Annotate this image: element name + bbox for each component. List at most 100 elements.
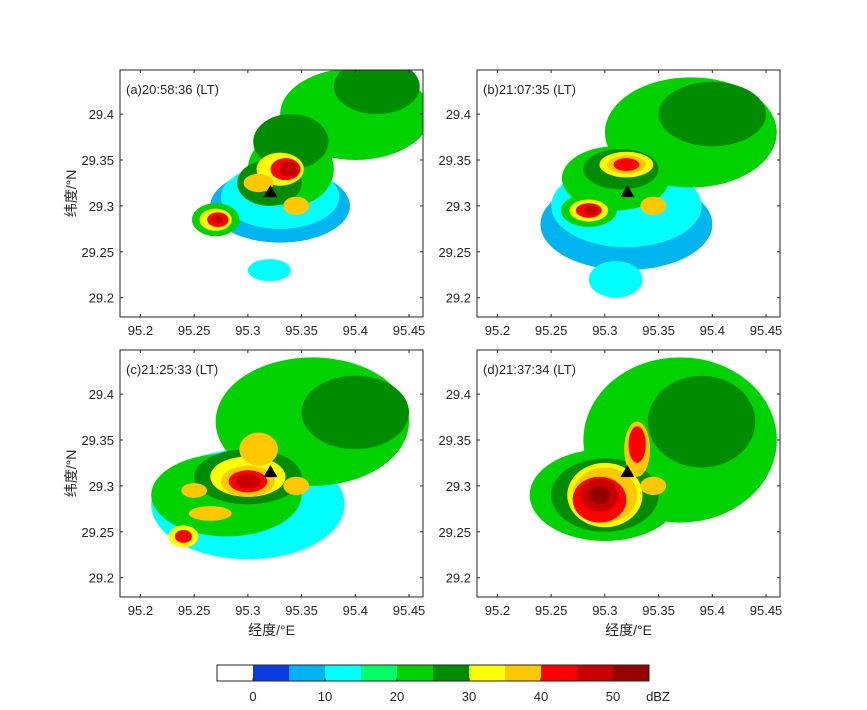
y-tick-label: 29.35 bbox=[81, 433, 114, 448]
echo-cell bbox=[640, 196, 667, 216]
echo-cell bbox=[239, 432, 278, 466]
echo-layer bbox=[529, 357, 777, 541]
y-tick-label: 29.2 bbox=[89, 571, 114, 586]
echo-cell bbox=[188, 506, 232, 521]
radar-site-marker bbox=[620, 465, 635, 478]
echo-cell bbox=[279, 161, 299, 177]
x-tick-label: 95.25 bbox=[535, 603, 568, 618]
echo-layer bbox=[191, 70, 423, 282]
radar-site-marker bbox=[263, 185, 278, 198]
x-tick-label: 95.3 bbox=[235, 603, 260, 618]
echo-cell bbox=[628, 426, 646, 463]
echo-layer bbox=[151, 357, 410, 560]
panel-title: (d)21:37:34 (LT) bbox=[483, 362, 576, 377]
y-tick-label: 29.35 bbox=[81, 153, 114, 168]
echo-cell bbox=[247, 259, 291, 282]
y-tick-label: 29.35 bbox=[438, 153, 471, 168]
echo-cell bbox=[647, 375, 756, 468]
colorbar-segment bbox=[613, 665, 649, 681]
x-tick-label: 95.2 bbox=[485, 323, 510, 338]
y-tick-label: 29.2 bbox=[446, 291, 471, 306]
colorbar-segment bbox=[325, 665, 361, 681]
x-tick-label: 95.35 bbox=[285, 323, 318, 338]
x-tick-label: 95.35 bbox=[642, 323, 675, 338]
x-tick-label: 95.4 bbox=[700, 323, 725, 338]
y-tick-label: 29.25 bbox=[438, 245, 471, 260]
x-tick-label: 95.4 bbox=[700, 603, 725, 618]
panel-a: 95.2 95.25 95.3 95.35 95.4 95.45 29.2 29.25 29.3… bbox=[63, 69, 426, 338]
x-tick-label: 95.4 bbox=[343, 323, 368, 338]
radar-site-marker bbox=[620, 185, 635, 198]
panel-c: 95.2 95.25 95.3 95.35 95.4 95.45 29.2 29.25 29.3… bbox=[63, 349, 426, 638]
colorbar-segment bbox=[289, 665, 325, 681]
x-tick-label: 95.35 bbox=[642, 603, 675, 618]
echo-cell bbox=[243, 173, 274, 193]
x-tick-label: 95.45 bbox=[393, 603, 426, 618]
panel-title: (a)20:58:36 (LT) bbox=[126, 82, 219, 97]
y-tick-label: 29.4 bbox=[446, 107, 471, 122]
y-tick-label: 29.3 bbox=[446, 199, 471, 214]
y-tick-label: 29.25 bbox=[81, 525, 114, 540]
colorbar-segment bbox=[577, 665, 613, 681]
x-tick-label: 95.45 bbox=[393, 323, 426, 338]
axes-box bbox=[119, 349, 424, 598]
x-tick-label: 95.45 bbox=[750, 603, 783, 618]
y-tick-label: 29.4 bbox=[89, 387, 114, 402]
x-tick-label: 95.3 bbox=[235, 323, 260, 338]
panel-title: (b)21:07:35 (LT) bbox=[483, 82, 576, 97]
axes-box bbox=[119, 69, 424, 318]
colorbar: 0 10 20 30 40 50 dBZ bbox=[216, 664, 670, 704]
radar-site-marker bbox=[263, 465, 278, 478]
colorbar-tick-label: 0 bbox=[249, 689, 256, 704]
echo-cell bbox=[658, 81, 767, 147]
colorbar-unit: dBZ bbox=[646, 689, 670, 704]
x-tick-label: 95.35 bbox=[285, 603, 318, 618]
echo-cell bbox=[640, 476, 667, 496]
colorbar-tick-label: 10 bbox=[318, 689, 332, 704]
echo-cell bbox=[212, 215, 224, 224]
axes-box bbox=[476, 349, 781, 598]
echo-cell bbox=[234, 473, 261, 489]
x-tick-label: 95.4 bbox=[343, 603, 368, 618]
echo-cell bbox=[588, 485, 611, 505]
y-tick-label: 29.2 bbox=[446, 571, 471, 586]
echo-cell bbox=[333, 70, 420, 115]
x-tick-label: 95.25 bbox=[178, 323, 211, 338]
y-tick-label: 29.4 bbox=[89, 107, 114, 122]
y-tick-label: 29.2 bbox=[89, 291, 114, 306]
echo-cell bbox=[181, 483, 208, 498]
colorbar-tick-label: 30 bbox=[462, 689, 476, 704]
echo-cell bbox=[583, 205, 599, 216]
y-tick-label: 29.25 bbox=[81, 245, 114, 260]
x-tick-label: 95.2 bbox=[128, 603, 153, 618]
echo-layer bbox=[540, 77, 777, 298]
panel-d: 95.2 95.25 95.3 95.35 95.4 95.45 29.2 29.25 29.3… bbox=[438, 349, 783, 638]
x-tick-label: 95.3 bbox=[592, 323, 617, 338]
x-tick-label: 95.2 bbox=[485, 603, 510, 618]
x-tick-label: 95.45 bbox=[750, 323, 783, 338]
colorbar-segment bbox=[361, 665, 397, 681]
colorbar-segment bbox=[433, 665, 469, 681]
echo-cell bbox=[588, 260, 643, 298]
colorbar-segment bbox=[253, 665, 289, 681]
colorbar-tick-label: 40 bbox=[534, 689, 548, 704]
echo-cell bbox=[283, 476, 310, 496]
colorbar-tick-label: 50 bbox=[606, 689, 620, 704]
colorbar-segment bbox=[541, 665, 577, 681]
x-tick-label: 95.3 bbox=[592, 603, 617, 618]
x-tick-label: 95.25 bbox=[178, 603, 211, 618]
y-tick-label: 29.3 bbox=[446, 479, 471, 494]
y-tick-label: 29.3 bbox=[89, 479, 114, 494]
colorbar-segment bbox=[217, 665, 253, 681]
echo-cell bbox=[301, 375, 410, 450]
colorbar-segment bbox=[469, 665, 505, 681]
colorbar-tick-label: 20 bbox=[390, 689, 404, 704]
x-axis-label: 经度/°E bbox=[605, 622, 652, 638]
axes-box bbox=[476, 69, 781, 318]
y-tick-label: 29.3 bbox=[89, 199, 114, 214]
echo-cell bbox=[283, 196, 310, 216]
colorbar-box bbox=[216, 664, 650, 682]
y-tick-label: 29.25 bbox=[438, 525, 471, 540]
